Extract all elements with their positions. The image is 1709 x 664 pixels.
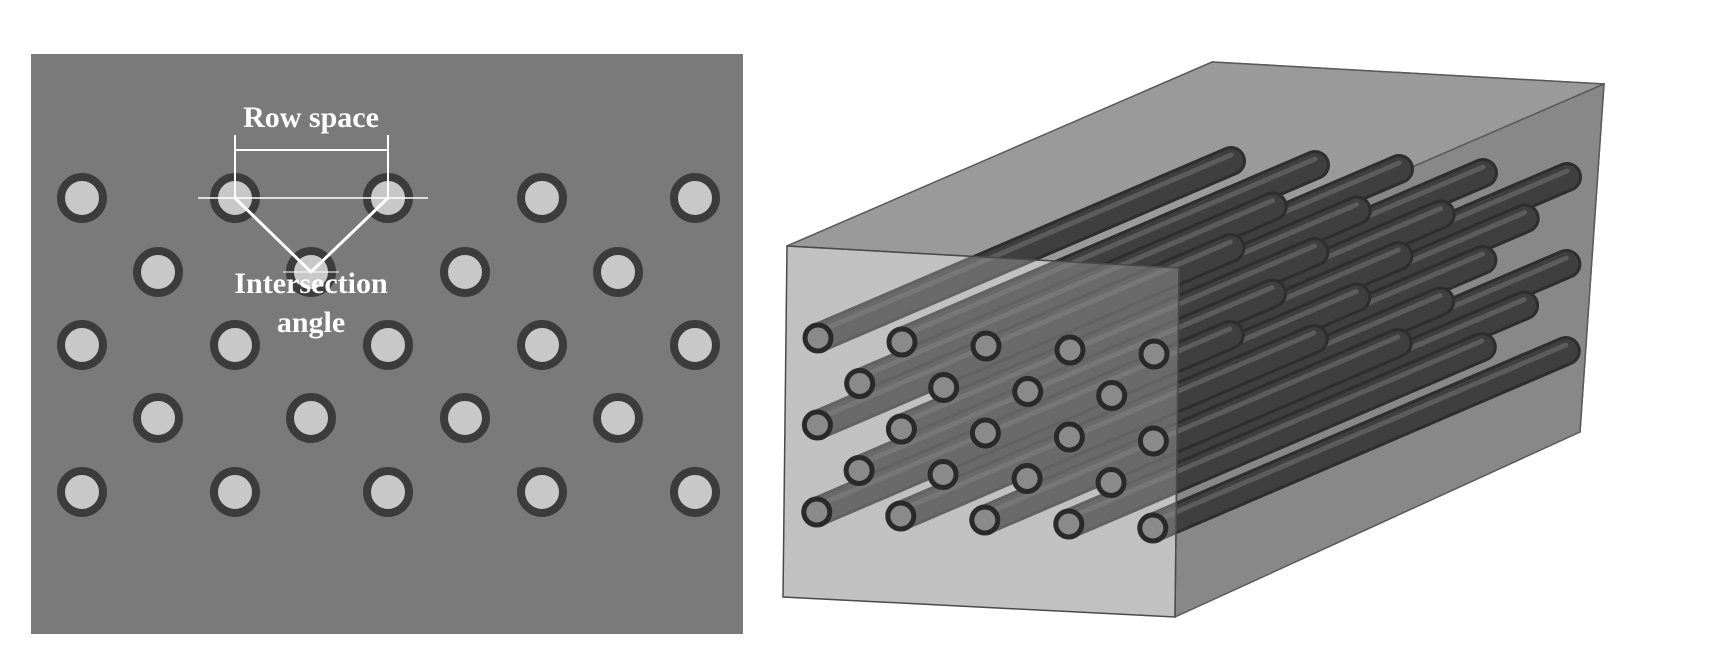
tube-bank-3d-view	[782, 61, 1605, 619]
tube-end	[1011, 463, 1043, 494]
tube-bank-cross-section: Row space Intersection angle	[31, 54, 743, 634]
tube-hole	[440, 393, 490, 443]
tube-hole	[670, 467, 720, 517]
tube-hole	[363, 467, 413, 517]
angle-label: angle	[277, 306, 345, 339]
tube-hole	[593, 247, 643, 297]
tube-end	[801, 496, 833, 528]
tube-end	[1053, 421, 1085, 453]
tube-end	[1096, 380, 1128, 411]
tube-end	[802, 322, 834, 354]
tube-end	[843, 455, 875, 486]
tube-end	[970, 330, 1002, 362]
tube-hole	[593, 393, 643, 443]
tube-end	[1095, 467, 1127, 498]
tube-hole	[57, 173, 107, 223]
tube-end	[844, 368, 876, 399]
tube-end	[1138, 338, 1170, 370]
tube-end	[928, 372, 960, 403]
tube-hole	[57, 320, 107, 370]
tube-hole	[133, 247, 183, 297]
tube-hole	[440, 247, 490, 297]
tube	[1137, 336, 1581, 543]
tube-hole	[57, 467, 107, 517]
tube-hole	[286, 393, 336, 443]
tube-hole	[517, 320, 567, 370]
row-space-annotation: Row space	[198, 101, 428, 199]
tube-hole	[363, 320, 413, 370]
tube-end	[969, 417, 1001, 449]
tube-end	[1053, 508, 1085, 540]
row-space-label: Row space	[243, 101, 379, 134]
tube-end	[885, 500, 917, 532]
tube-end	[801, 409, 833, 441]
intersection-angle-annotation: Intersection angle	[233, 196, 390, 339]
tube-hole	[670, 320, 720, 370]
tube-end	[1137, 425, 1169, 457]
intersection-label: Intersection	[234, 267, 388, 300]
tube-hole	[670, 173, 720, 223]
tube-hole	[517, 173, 567, 223]
tube-end	[1137, 512, 1169, 544]
tube-end	[927, 459, 959, 490]
tube-ends	[801, 322, 1170, 544]
tube-hole	[133, 393, 183, 443]
tube-end	[886, 326, 918, 358]
tube-end	[885, 413, 917, 445]
tube-end	[1054, 334, 1086, 366]
tube-hole	[210, 467, 260, 517]
tube-hole	[517, 467, 567, 517]
tube-hole	[210, 320, 260, 370]
tube-end	[1012, 376, 1044, 407]
tube-end	[969, 504, 1001, 536]
